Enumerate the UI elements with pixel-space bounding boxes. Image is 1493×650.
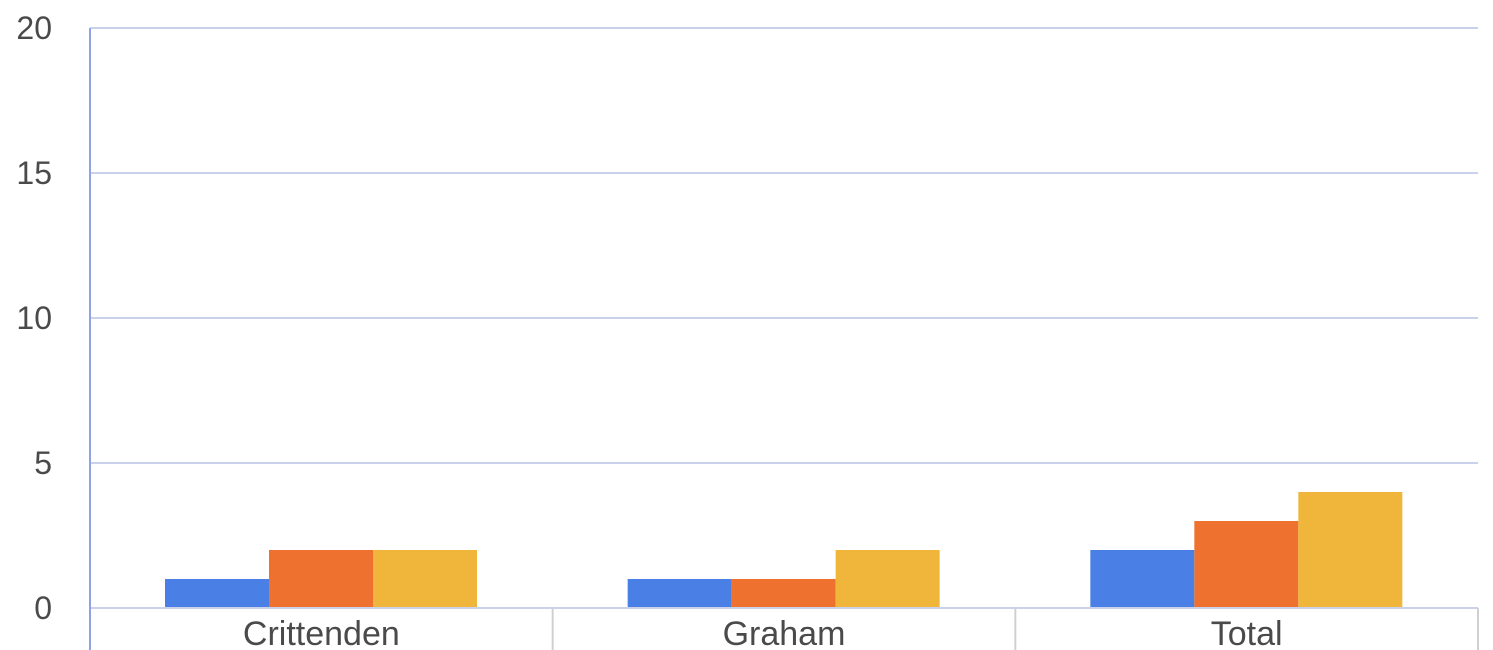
y-tick-label-20: 20 bbox=[16, 10, 52, 46]
y-tick-label-0: 0 bbox=[34, 590, 52, 626]
x-tick-label-graham: Graham bbox=[723, 615, 846, 650]
x-tick-label-crittenden: Crittenden bbox=[243, 615, 400, 650]
bar-graham-series-3 bbox=[835, 550, 940, 608]
y-tick-label-10: 10 bbox=[16, 300, 52, 336]
y-tick-label-5: 5 bbox=[34, 445, 52, 481]
bar-graham-series-1 bbox=[627, 579, 732, 608]
bar-total-series-2 bbox=[1194, 521, 1299, 608]
x-tick-label-total: Total bbox=[1211, 615, 1283, 650]
bar-total-series-3 bbox=[1298, 492, 1403, 608]
bar-total-series-1 bbox=[1090, 550, 1195, 608]
bar-crittenden-series-1 bbox=[165, 579, 269, 608]
gridlines bbox=[90, 27, 1478, 464]
bar-crittenden-series-3 bbox=[373, 550, 477, 608]
bar-graham-series-2 bbox=[731, 579, 836, 608]
bar-crittenden-series-2 bbox=[269, 550, 373, 608]
tick-labels: 0 5 10 15 20 Crittenden Graham Total bbox=[16, 10, 1282, 650]
axes bbox=[89, 28, 1479, 650]
bars bbox=[165, 492, 1403, 608]
y-tick-label-15: 15 bbox=[16, 155, 52, 191]
